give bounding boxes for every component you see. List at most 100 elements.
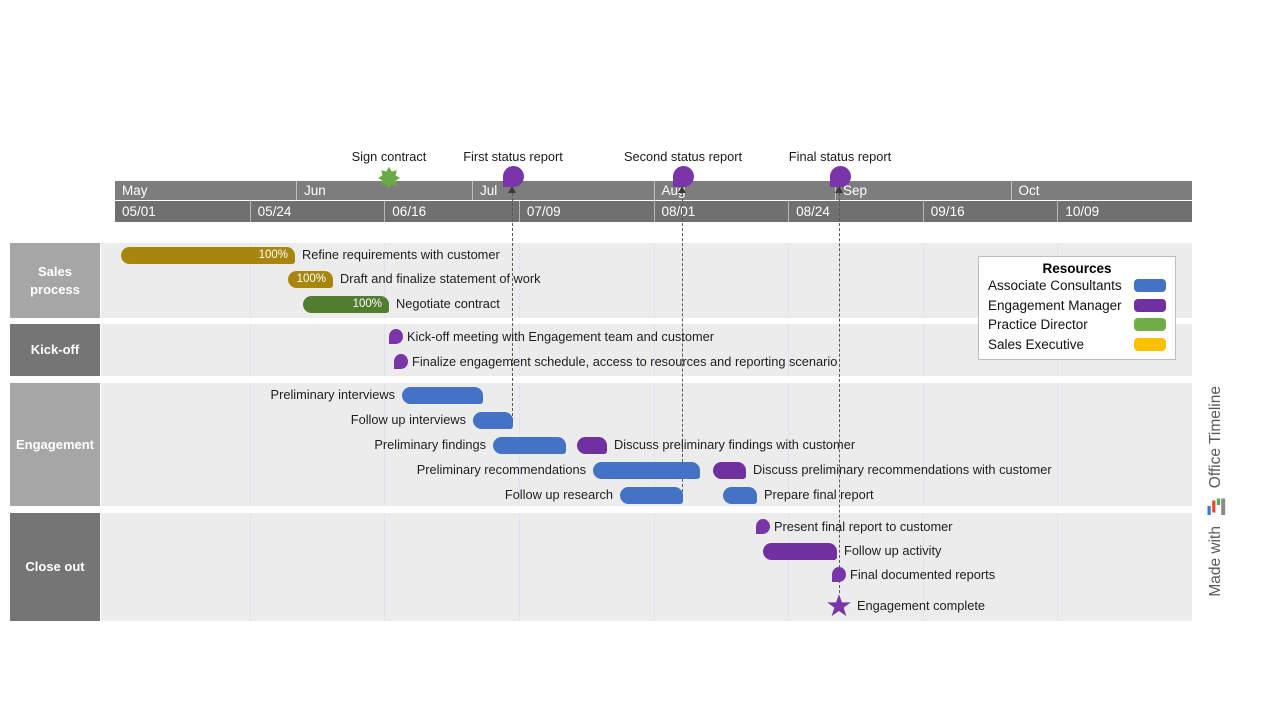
legend-color-chip	[1134, 318, 1166, 332]
gridline	[518, 324, 520, 376]
milestone-label-final-status-report: Final status report	[788, 149, 892, 164]
timeline-month-row: May Jun Jul Aug Sep Oct	[115, 181, 1192, 200]
month-cell-jul: Jul	[472, 181, 654, 200]
percent-complete-label: 100%	[352, 298, 382, 310]
date-cell-08-01: 08/01	[653, 201, 789, 222]
watermark-made-with-text: Made with	[1207, 526, 1224, 597]
gridline	[922, 324, 924, 376]
gridline	[922, 513, 924, 621]
gridline	[249, 324, 251, 376]
lane-track-close-out	[101, 513, 1192, 621]
gridline	[653, 324, 655, 376]
legend-item-label: Sales Executive	[988, 336, 1085, 352]
gridline	[384, 324, 386, 376]
gridline	[788, 243, 790, 318]
task-label-negotiate-contract: Negotiate contract	[396, 296, 500, 311]
date-cell-07-09: 07/09	[518, 201, 654, 222]
gridline	[249, 513, 251, 621]
task-bar-negotiate-contract[interactable]: 100%	[303, 295, 389, 313]
task-bar-preliminary-interviews[interactable]	[402, 386, 483, 404]
task-bar-draft-and-finalize-statement-of-work[interactable]: 100%	[288, 270, 333, 288]
date-cell-05-01: 05/01	[122, 204, 156, 219]
task-milestone-present-final-report-to-customer[interactable]	[756, 519, 770, 534]
milestone-label-first-status-report: First status report	[463, 149, 563, 164]
resources-legend: Resources Associate Consultants Engagemen…	[978, 256, 1176, 360]
task-milestone-kick-off-meeting-with-engagement-team-and-customer[interactable]	[389, 329, 403, 344]
task-label-discuss-preliminary-findings-with-customer: Discuss preliminary findings with custom…	[614, 437, 856, 452]
watermark-brand-text: Office Timeline	[1207, 386, 1224, 489]
watermark: Office Timeline Made with	[1199, 386, 1233, 638]
gridline	[653, 383, 655, 506]
task-bar-follow-up-interviews[interactable]	[473, 411, 513, 429]
task-label-discuss-preliminary-recommendations-with-customer: Discuss preliminary recommendations with…	[753, 462, 1052, 477]
percent-complete-label: 100%	[258, 249, 288, 261]
legend-item-label: Practice Director	[988, 317, 1088, 333]
gridline	[384, 513, 386, 621]
task-label-refine-requirements-with-customer: Refine requirements with customer	[302, 247, 500, 262]
status-dashline	[682, 193, 683, 502]
percent-complete-label: 100%	[296, 273, 326, 285]
legend-color-chip	[1134, 298, 1166, 312]
date-cell-10-09: 10/09	[1057, 201, 1192, 222]
month-cell-oct: Oct	[1010, 181, 1193, 200]
task-label-preliminary-interviews: Preliminary interviews	[270, 387, 395, 402]
legend-item-practice-director: Practice Director	[979, 315, 1175, 335]
dashline-arrow-icon	[508, 186, 516, 193]
gridline	[249, 243, 251, 318]
lane-label-close-out: Close out	[10, 513, 100, 621]
date-cell-08-24: 08/24	[788, 201, 923, 222]
task-bar-preliminary-findings[interactable]	[493, 436, 566, 454]
task-label-finalize-engagement-schedule-access-to-resources-and-reporting-scenario: Finalize engagement schedule, access to …	[412, 354, 838, 369]
status-dashline	[839, 193, 840, 593]
task-bar-refine-requirements-with-customer[interactable]: 100%	[121, 246, 295, 264]
task-bar-follow-up-activity[interactable]	[763, 542, 837, 560]
task-label-kick-off-meeting-with-engagement-team-and-customer: Kick-off meeting with Engagement team an…	[407, 329, 715, 344]
task-label-draft-and-finalize-statement-of-work: Draft and finalize statement of work	[340, 271, 541, 286]
legend-color-chip	[1134, 279, 1166, 293]
gridline	[1057, 383, 1059, 506]
task-milestone-final-documented-reports[interactable]	[832, 567, 846, 582]
task-bar-preliminary-recommendations[interactable]	[593, 461, 700, 479]
milestone-marker-icon[interactable]	[502, 166, 524, 187]
lane-label-sales-process: Sales process	[10, 243, 100, 318]
task-bar-prepare-final-report[interactable]	[723, 486, 757, 504]
gridline	[384, 383, 386, 506]
sign-contract-star-icon[interactable]	[378, 167, 400, 189]
lane-track-engagement	[101, 383, 1192, 506]
month-cell-jun: Jun	[296, 181, 472, 200]
task-label-follow-up-research: Follow up research	[504, 487, 613, 502]
legend-item-associate-consultants: Associate Consultants	[979, 276, 1175, 296]
task-label-follow-up-interviews: Follow up interviews	[350, 412, 466, 427]
task-label-preliminary-findings: Preliminary findings	[374, 437, 486, 452]
milestone-label-sign-contract: Sign contract	[351, 149, 427, 164]
timeline-date-row: 05/01 05/24 06/16 07/09 08/01 08/24 09/16 10/09	[115, 201, 1192, 222]
gridline	[788, 324, 790, 376]
task-bar-discuss-preliminary-findings-with-customer[interactable]	[577, 436, 607, 454]
gridline	[653, 513, 655, 621]
gridline	[249, 383, 251, 506]
task-bar-follow-up-research[interactable]	[620, 486, 683, 504]
task-bar-discuss-preliminary-recommendations-with-customer[interactable]	[713, 461, 746, 479]
task-label-engagement-complete: Engagement complete	[857, 598, 986, 613]
lane-label-kick-off: Kick-off	[10, 324, 100, 376]
month-cell-sep: Sep	[835, 181, 1011, 200]
milestone-marker-icon[interactable]	[672, 166, 694, 187]
milestone-marker-icon[interactable]	[829, 166, 851, 187]
star-milestone-engagement-complete[interactable]	[826, 593, 852, 619]
milestone-label-second-status-report: Second status report	[623, 149, 743, 164]
legend-title: Resources	[1042, 261, 1112, 276]
task-milestone-finalize-engagement-schedule-access-to-resources-and-reporting-scenario[interactable]	[394, 354, 408, 369]
month-cell-may: May	[122, 183, 148, 198]
legend-item-sales-executive: Sales Executive	[979, 335, 1175, 355]
office-timeline-logo-icon	[1205, 497, 1227, 517]
legend-item-engagement-manager: Engagement Manager	[979, 296, 1175, 316]
task-label-present-final-report-to-customer: Present final report to customer	[774, 519, 953, 534]
date-cell-05-24: 05/24	[249, 201, 385, 222]
date-cell-06-16: 06/16	[384, 201, 519, 222]
status-dashline	[512, 193, 513, 426]
legend-item-label: Engagement Manager	[988, 297, 1122, 313]
gridline	[788, 513, 790, 621]
date-cell-09-16: 09/16	[922, 201, 1058, 222]
gridline	[788, 383, 790, 506]
